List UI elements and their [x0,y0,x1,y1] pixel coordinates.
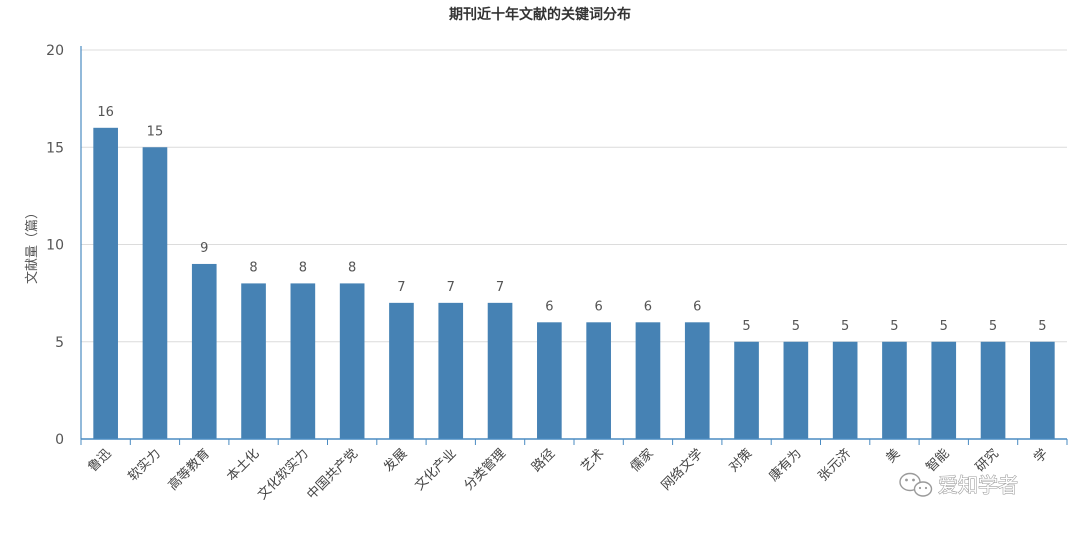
data-label: 7 [496,280,504,295]
y-tick-label: 20 [46,43,64,59]
y-tick-label: 10 [46,238,64,254]
category-label: 高等教育 [165,446,213,494]
y-tick-label: 5 [55,335,64,351]
bar [290,283,316,439]
data-label: 16 [97,105,114,120]
y-tick-labels: 0 5 10 15 20 [46,43,64,448]
category-label: 本土化 [224,446,262,484]
category-label: 艺术 [578,446,607,475]
category-label: 中国共产党 [304,446,361,503]
bar [882,341,907,439]
bar [389,302,414,439]
data-label: 6 [595,299,603,314]
bar [980,341,1006,439]
category-label: 康有为 [766,446,805,485]
data-label: 5 [940,319,948,334]
data-label: 9 [200,241,208,256]
category-label: 研究 [973,446,1002,475]
bar [684,322,710,439]
data-label: 8 [348,260,356,275]
category-label: 网络文学 [658,446,706,494]
data-label: 6 [545,299,553,314]
bar [339,283,365,439]
data-label: 5 [1038,319,1046,334]
category-label: 软实力 [126,446,164,484]
category-label: 发展 [381,446,411,476]
bar [487,302,513,439]
category-label: 文化产业 [412,446,459,493]
y-tick-label: 0 [55,432,64,448]
category-label: 儒家 [627,446,657,476]
x-tick-marks [80,439,1068,445]
bar [635,322,661,439]
category-label: 美 [883,446,903,466]
data-label: 5 [989,319,997,334]
y-axis-label: 文献量（篇） [25,206,40,284]
data-labels: 16 15 9 8 8 8 7 7 7 6 6 6 6 5 5 5 5 5 5 5 [97,105,1046,334]
category-label: 文化软实力 [255,446,312,503]
data-label: 5 [890,319,898,334]
data-label: 5 [792,319,800,334]
data-label: 15 [147,124,164,139]
bar [931,341,957,439]
data-label: 6 [644,299,652,314]
bar [93,127,118,440]
y-tick-label: 15 [46,140,64,156]
wechat-icon [899,472,933,497]
watermark: 爱知学者 [899,472,1019,498]
axes [80,46,1067,440]
bar [438,302,464,439]
category-label: 鲁迅 [85,446,114,475]
bar [191,263,217,439]
data-label: 7 [397,280,405,295]
bars [93,127,1055,440]
category-label: 对策 [726,446,756,476]
bar [142,147,168,439]
chart-title: 期刊近十年文献的关键词分布 [449,6,631,23]
bar [586,322,611,439]
category-label: 路径 [528,446,558,476]
data-label: 8 [249,260,257,275]
bar [241,283,266,439]
data-label: 6 [693,299,701,314]
watermark-text: 爱知学者 [938,473,1018,497]
bar [1030,341,1055,439]
category-label: 学 [1031,446,1052,467]
data-label: 8 [299,260,307,275]
data-label: 7 [447,280,455,295]
bar [783,341,809,439]
category-label: 智能 [924,446,953,475]
data-label: 5 [742,319,750,334]
category-label: 张元济 [816,446,854,484]
gridlines [81,49,1067,343]
bar [537,322,562,439]
bar [734,341,759,439]
category-label: 分类管理 [461,446,508,493]
data-label: 5 [841,319,849,334]
bar [832,341,858,439]
